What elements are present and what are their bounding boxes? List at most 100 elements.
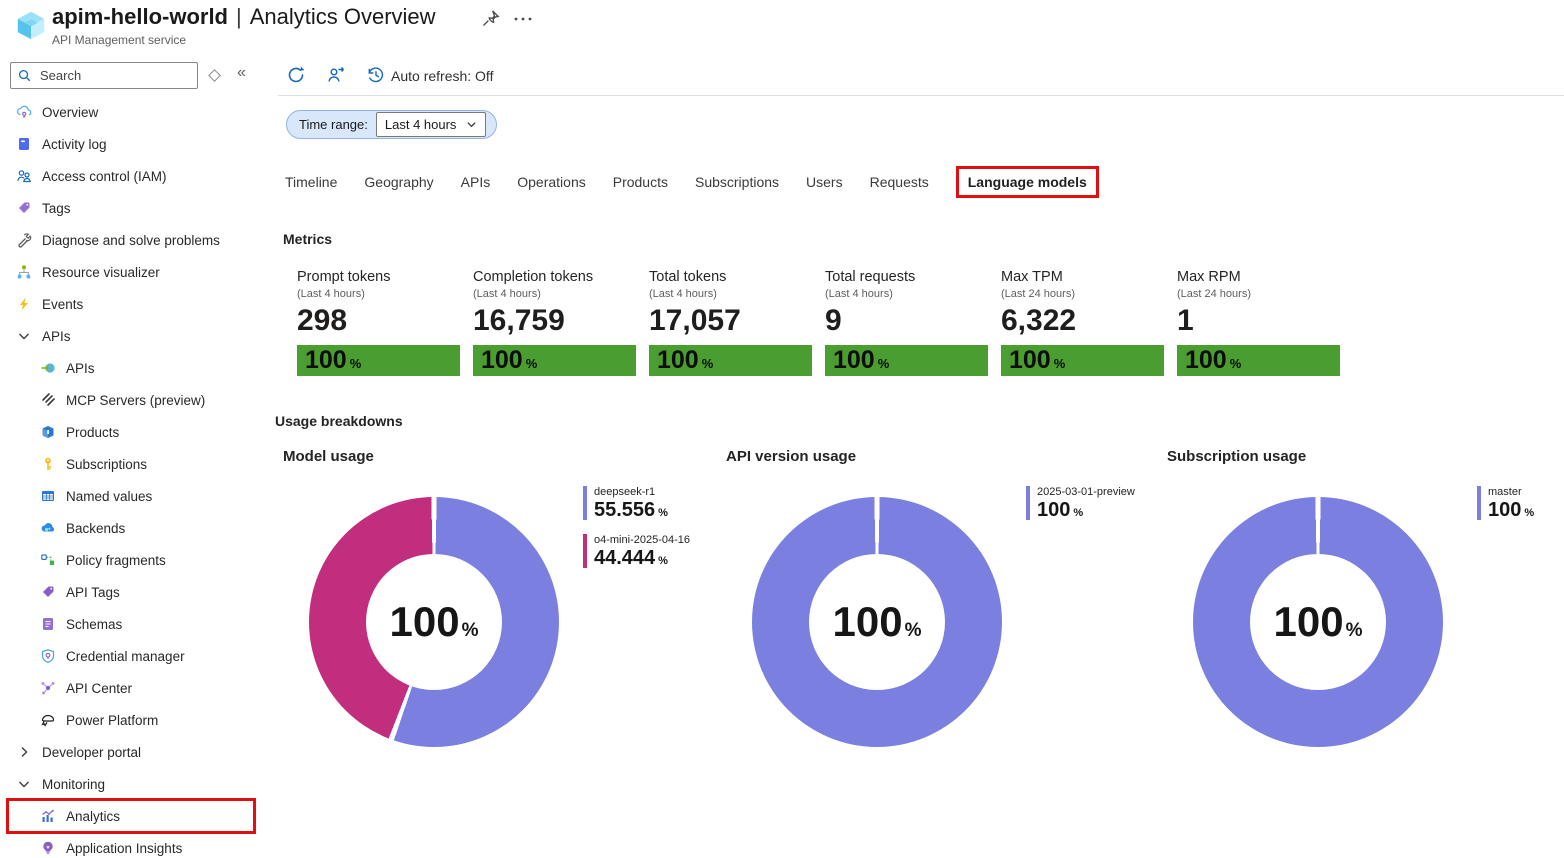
metric-label: Max TPM — [1001, 269, 1063, 285]
sidebar-item-credential-manager[interactable]: Credential manager — [0, 640, 260, 672]
legend-series-unit: % — [658, 507, 668, 519]
feedback-icon[interactable] — [326, 65, 346, 85]
sidebar-item-named-values[interactable]: Named values — [0, 480, 260, 512]
sidebar-group-monitoring[interactable]: Monitoring — [0, 768, 260, 800]
metric-percent-bar: 100% — [473, 345, 636, 376]
tab-language-models[interactable]: Language models — [955, 166, 1099, 198]
sidebar-item-label: Policy fragments — [66, 552, 166, 568]
tab-products[interactable]: Products — [612, 174, 668, 190]
time-range-select[interactable]: Last 4 hours — [375, 112, 487, 137]
sidebar-item-policy-fragments[interactable]: Policy fragments — [0, 544, 260, 576]
metric-period: (Last 4 hours) — [825, 288, 893, 300]
chart-api-version-usage: API version usage 100% 2025-03-01-preview 1… — [726, 448, 1156, 747]
metric-card-max-tpm: Max TPM (Last 24 hours) 6,322 100% — [1001, 268, 1177, 376]
search-input[interactable] — [38, 67, 182, 84]
tab-timeline[interactable]: Timeline — [285, 174, 338, 190]
tab-geography[interactable]: Geography — [364, 174, 434, 190]
donut-center-unit: % — [904, 620, 922, 641]
tab-apis[interactable]: APIs — [460, 174, 491, 190]
tab-operations[interactable]: Operations — [517, 174, 586, 190]
sidebar-item-label: Access control (IAM) — [42, 168, 167, 184]
sidebar-group-developer-portal[interactable]: Developer portal — [0, 736, 260, 768]
chart-title: Model usage — [283, 448, 374, 465]
sidebar-item-api-center[interactable]: API Center — [0, 672, 260, 704]
sidebar-nav: Overview Activity log Access control (IAM)… — [0, 96, 260, 858]
time-range-filter[interactable]: Time range: Last 4 hours — [286, 110, 498, 139]
legend-item-o4-mini-2025-04-16: o4-mini-2025-04-16 44.444% — [583, 534, 690, 572]
time-range-value: Last 4 hours — [384, 117, 457, 132]
chevron-right-icon — [16, 744, 32, 760]
donut-center-value: 100 — [389, 598, 460, 645]
sidebar-item-access-control-iam[interactable]: Access control (IAM) — [0, 160, 260, 192]
legend-series-name: deepseek-r1 — [594, 486, 656, 498]
donut-chart: 100% — [1193, 497, 1443, 747]
sidebar-item-label: Tags — [42, 200, 71, 216]
sidebar-group-apis[interactable]: APIs — [0, 320, 260, 352]
legend-series-value: 100% — [1037, 499, 1084, 521]
sidebar-item-resource-visualizer[interactable]: Resource visualizer — [0, 256, 260, 288]
metric-percent-bar: 100% — [649, 345, 812, 376]
auto-refresh-icon[interactable] — [366, 65, 386, 85]
search-icon — [17, 68, 32, 83]
legend-series-unit: % — [1073, 507, 1084, 519]
sidebar-search[interactable] — [10, 62, 198, 89]
refresh-icon[interactable] — [286, 65, 306, 85]
sidebar-item-label: Resource visualizer — [42, 264, 160, 280]
tab-subscriptions[interactable]: Subscriptions — [694, 174, 780, 190]
tab-requests[interactable]: Requests — [869, 174, 929, 190]
legend-series-name: 2025-03-01-preview — [1037, 486, 1135, 498]
resource-type-subtitle: API Management service — [52, 33, 187, 47]
chart-legend: master 100% — [1477, 486, 1534, 534]
sidebar-item-schemas[interactable]: Schemas — [0, 608, 260, 640]
time-range-label: Time range: — [299, 117, 368, 132]
tab-users[interactable]: Users — [806, 174, 843, 190]
sidebar-item-tags[interactable]: Tags — [0, 192, 260, 224]
donut-center: 100% — [1250, 554, 1386, 690]
metric-percent-bar: 100% — [1177, 345, 1340, 376]
access-control-icon — [16, 168, 32, 184]
metric-card-max-rpm: Max RPM (Last 24 hours) 1 100% — [1177, 268, 1353, 376]
metric-label: Completion tokens — [473, 269, 594, 285]
legend-series-unit: % — [1524, 507, 1535, 519]
sidebar-item-activity-log[interactable]: Activity log — [0, 128, 260, 160]
metric-percent-value: 100 — [1009, 346, 1051, 374]
collapse-sidebar-icon[interactable]: « — [237, 64, 246, 81]
legend-color-bar — [583, 486, 587, 520]
sidebar-item-diagnose-and-solve-problems[interactable]: Diagnose and solve problems — [0, 224, 260, 256]
sidebar-item-label: Developer portal — [42, 744, 142, 760]
metric-value: 9 — [825, 304, 842, 337]
donut-center-unit: % — [1345, 620, 1363, 641]
chart-legend: 2025-03-01-preview 100% — [1026, 486, 1135, 534]
sidebar-item-products[interactable]: Products — [0, 416, 260, 448]
sidebar-item-backends[interactable]: Backends — [0, 512, 260, 544]
sidebar-item-label: Products — [66, 424, 120, 440]
sidebar-item-label: Monitoring — [42, 776, 106, 792]
pin-icon[interactable] — [480, 9, 500, 29]
metric-percent-value: 100 — [833, 346, 875, 374]
sidebar-item-label: API Center — [66, 680, 133, 696]
metric-period: (Last 4 hours) — [297, 288, 365, 300]
diagnose-icon — [16, 232, 32, 248]
donut-center: 100% — [366, 554, 502, 690]
sidebar-item-label: Named values — [66, 488, 153, 504]
api-tags-icon — [40, 584, 56, 600]
sidebar-item-analytics[interactable]: Analytics — [0, 798, 260, 834]
sidebar-item-subscriptions[interactable]: Subscriptions — [0, 448, 260, 480]
metric-label: Max RPM — [1177, 269, 1241, 285]
metric-percent-bar: 100% — [297, 345, 460, 376]
more-icon[interactable] — [512, 12, 534, 26]
diamond-icon[interactable] — [208, 69, 221, 82]
sidebar-item-api-tags[interactable]: API Tags — [0, 576, 260, 608]
sidebar-item-events[interactable]: Events — [0, 288, 260, 320]
donut-chart: 100% — [752, 497, 1002, 747]
sidebar-item-power-platform[interactable]: Power Platform — [0, 704, 260, 736]
sidebar-item-label: Analytics — [66, 808, 121, 824]
sidebar-item-mcp-servers-preview[interactable]: MCP Servers (preview) — [0, 384, 260, 416]
metric-value: 16,759 — [473, 304, 565, 337]
sidebar-item-label: MCP Servers (preview) — [66, 392, 206, 408]
sidebar-item-overview[interactable]: Overview — [0, 96, 260, 128]
sidebar-item-apis[interactable]: APIs — [0, 352, 260, 384]
sidebar-item-application-insights[interactable]: Application Insights — [0, 832, 260, 858]
metric-percent-unit: % — [701, 356, 714, 371]
chart-title: API version usage — [726, 448, 857, 465]
